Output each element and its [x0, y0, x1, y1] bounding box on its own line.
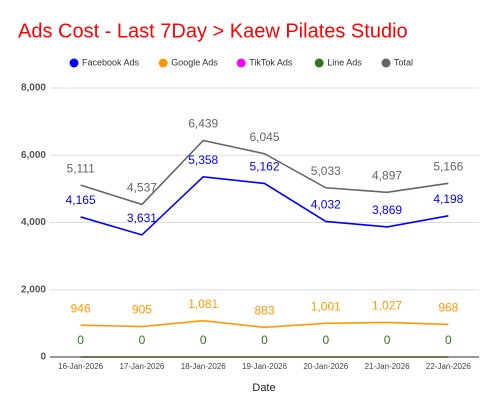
- data-label: 4,897: [372, 169, 402, 183]
- y-tick-label: 8,000: [21, 83, 46, 94]
- data-label: 3,869: [372, 203, 402, 217]
- x-axis-title: Date: [252, 382, 275, 394]
- legend-marker: [314, 58, 324, 68]
- legend-label: Line Ads: [327, 57, 362, 67]
- data-label: 4,537: [127, 181, 157, 195]
- legend-marker: [158, 58, 168, 68]
- data-label: 6,439: [188, 117, 218, 131]
- data-label: 5,162: [249, 160, 279, 174]
- legend-marker: [381, 58, 391, 68]
- data-label: 0: [384, 333, 391, 347]
- legend-label: Facebook Ads: [82, 57, 140, 67]
- x-tick-label: 18-Jan-2026: [181, 362, 226, 371]
- y-tick-label: 6,000: [21, 150, 46, 161]
- legend-label: Total: [394, 57, 413, 67]
- x-tick-label: 20-Jan-2026: [303, 362, 348, 371]
- y-tick-label: 2,000: [21, 284, 46, 295]
- legend-marker: [69, 58, 79, 68]
- data-label: 0: [261, 333, 268, 347]
- y-tick-label: 4,000: [21, 217, 46, 228]
- y-tick-label: 0: [40, 352, 46, 363]
- data-label: 5,111: [67, 161, 96, 175]
- data-label: 0: [445, 333, 452, 347]
- data-label: 1,027: [372, 299, 402, 313]
- data-label: 968: [438, 301, 458, 315]
- data-label: 5,358: [188, 153, 218, 167]
- data-label: 4,165: [66, 193, 96, 207]
- data-label: 1,081: [188, 297, 218, 311]
- data-label: 0: [322, 333, 329, 347]
- data-label: 5,033: [311, 164, 341, 178]
- chart-title: Ads Cost - Last 7Day > Kaew Pilates Stud…: [18, 20, 408, 42]
- legend-label: Google Ads: [171, 57, 218, 67]
- data-label: 1,001: [311, 300, 341, 314]
- data-label: 883: [254, 303, 274, 317]
- legend-label: TikTok Ads: [249, 57, 293, 67]
- data-label: 6,045: [249, 130, 279, 144]
- data-label: 0: [200, 333, 207, 347]
- x-tick-label: 19-Jan-2026: [242, 362, 287, 371]
- x-tick-label: 21-Jan-2026: [365, 362, 410, 371]
- legend-marker: [236, 58, 246, 68]
- data-label: 5,166: [433, 159, 463, 173]
- data-label: 946: [71, 301, 91, 315]
- x-tick-label: 17-Jan-2026: [119, 362, 164, 371]
- series-line: [80, 139, 449, 206]
- data-label: 0: [77, 333, 84, 347]
- data-label: 905: [132, 303, 152, 317]
- data-label: 0: [139, 333, 146, 347]
- x-tick-label: 16-Jan-2026: [58, 362, 103, 371]
- x-tick-label: 22-Jan-2026: [426, 362, 471, 371]
- series-line: [80, 176, 449, 236]
- data-label: 4,198: [433, 192, 463, 206]
- data-label: 3,631: [127, 211, 157, 225]
- series-line: [80, 319, 449, 329]
- data-label: 4,032: [311, 198, 341, 212]
